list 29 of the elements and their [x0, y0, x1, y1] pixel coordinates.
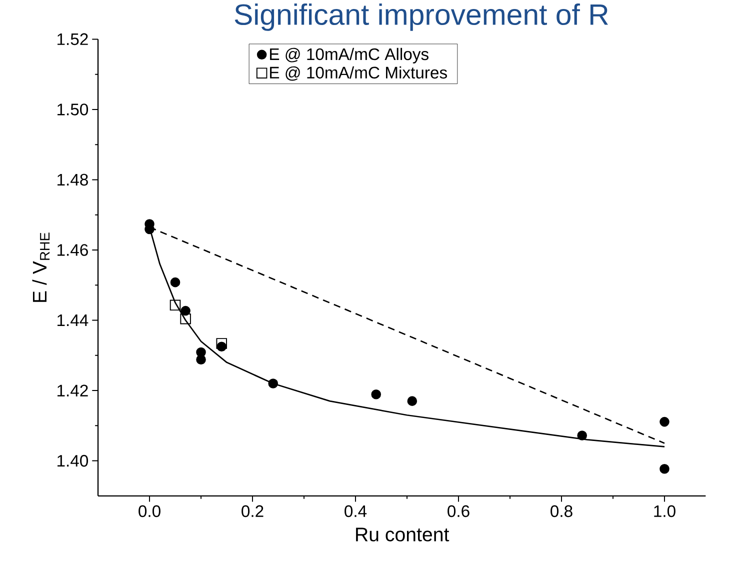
point [196, 354, 206, 365]
x-axis-title: Ru content [356, 528, 450, 542]
legend-label: E @ 10mA/mC Alloys [270, 48, 428, 64]
y-tick-label: 1.48 [58, 174, 88, 186]
point [577, 430, 587, 441]
x-tick-label: 0.4 [344, 506, 367, 518]
y-tick-label: 1.42 [58, 384, 88, 397]
x-tick-label: 0.0 [138, 506, 160, 518]
y-tick-label: 1.44 [58, 314, 88, 326]
point [170, 300, 181, 311]
x-tick-label: 0.8 [550, 506, 572, 518]
point [407, 396, 418, 406]
y-tick-label: 1.46 [58, 244, 88, 256]
y-tick-label: 1.50 [58, 104, 88, 116]
y-tick-label: 1.52 [58, 34, 88, 46]
y-tick-label: 1.40 [58, 455, 88, 467]
point [268, 378, 278, 389]
chart-title: Significant improvement of R [234, 4, 608, 32]
point [371, 390, 382, 400]
x-tick-label: 1.0 [654, 506, 676, 518]
point [660, 417, 670, 427]
point [660, 464, 670, 474]
legend-label: E @ 10mA/mC Mixtures [270, 66, 447, 81]
point [216, 338, 228, 350]
point [170, 278, 180, 288]
x-tick-label: 0.2 [242, 506, 264, 518]
y-axis-title: E / V$_{RHE}$ [32, 232, 50, 302]
point [180, 314, 191, 324]
x-tick-label: 0.6 [448, 506, 470, 518]
